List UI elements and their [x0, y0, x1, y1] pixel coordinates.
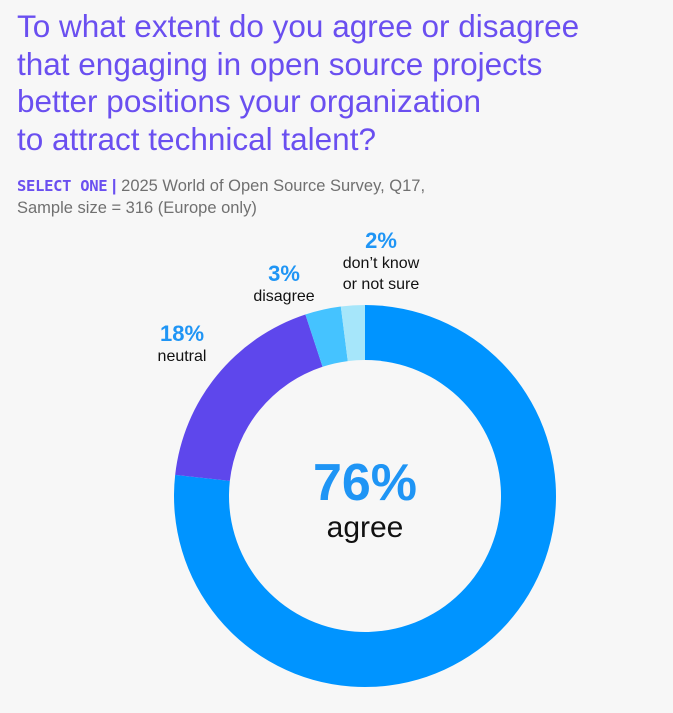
data-label-disagree: 3%: [268, 261, 300, 286]
donut-slice-neutral: [175, 314, 323, 481]
label-neutral: 18% neutral: [158, 322, 207, 367]
data-label-agree: 76%: [312, 454, 418, 512]
title-line: To what extent do you agree or disagree: [17, 8, 580, 44]
separator: |: [111, 177, 117, 195]
chart-title: To what extent do you agree or disagree …: [17, 8, 667, 158]
data-label-neutral: 18%: [159, 321, 205, 346]
title-line: that engaging in open source projects: [17, 45, 543, 82]
category-label-neutral: neutral: [157, 348, 207, 365]
label-dont-know: 2% don’t know or not sure: [343, 229, 420, 295]
data-label-dont-know: 2%: [365, 228, 397, 253]
donut-slice-disagree: [305, 306, 348, 367]
select-one-label: SELECT ONE: [17, 177, 108, 195]
category-label-dont-know-2: or not sure: [342, 276, 420, 293]
category-label-disagree: disagree: [253, 288, 315, 305]
source-text: 2025 World of Open Source Survey, Q17,: [121, 177, 426, 195]
chart-subtitle: SELECT ONE | 2025 World of Open Source S…: [17, 175, 425, 219]
center-label-agree: 76% agree: [313, 455, 417, 545]
category-label-dont-know-1: don’t know: [342, 255, 420, 272]
donut-slice-dont: [340, 305, 365, 362]
title-line: better positions your organization: [17, 83, 482, 119]
title-line: to attract technical talent?: [17, 120, 376, 157]
sample-size-text: Sample size = 316 (Europe only): [17, 199, 257, 217]
label-disagree: 3% disagree: [253, 262, 314, 307]
category-label-agree: agree: [326, 511, 404, 544]
